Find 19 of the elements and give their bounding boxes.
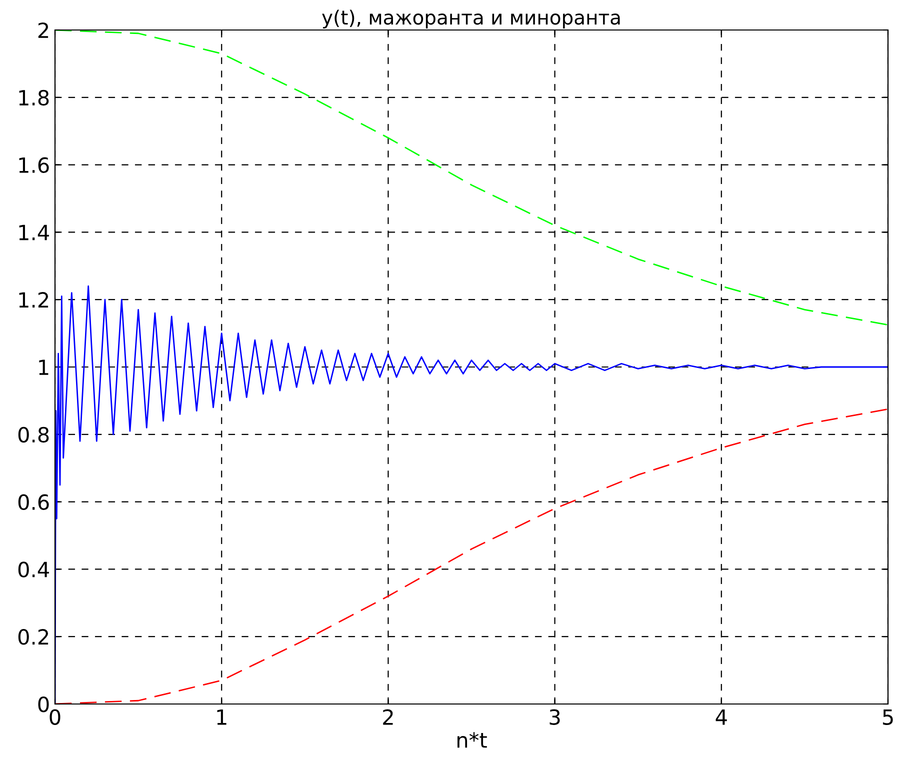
x-axis-title: n*t: [458, 732, 487, 748]
y-tick-label: 2: [38, 22, 48, 38]
y-tick-label: 1.8: [19, 90, 49, 106]
x-tick-label: 5: [882, 710, 893, 725]
y-tick-label: 0.8: [18, 426, 49, 443]
x-tick-label: 0: [50, 709, 60, 725]
chart-title: y(t), мажоранта и миноранта: [322, 10, 620, 28]
y-tick-label: 1: [39, 360, 48, 375]
y-tick-label: 0: [38, 696, 49, 712]
y-tick-label: 1.2: [19, 292, 48, 308]
y-tick-label: 1.6: [19, 157, 49, 174]
y-tick-label: 0.2: [18, 629, 48, 645]
x-tick-label: 4: [716, 710, 727, 725]
x-tick-label: 1: [217, 710, 226, 725]
y-tick-label: 0.4: [18, 562, 49, 578]
x-tick-label: 3: [550, 709, 560, 725]
y-tick-label: 0.6: [18, 494, 49, 510]
x-tick-label: 2: [383, 709, 393, 725]
y-tick-label: 1.4: [19, 224, 49, 240]
